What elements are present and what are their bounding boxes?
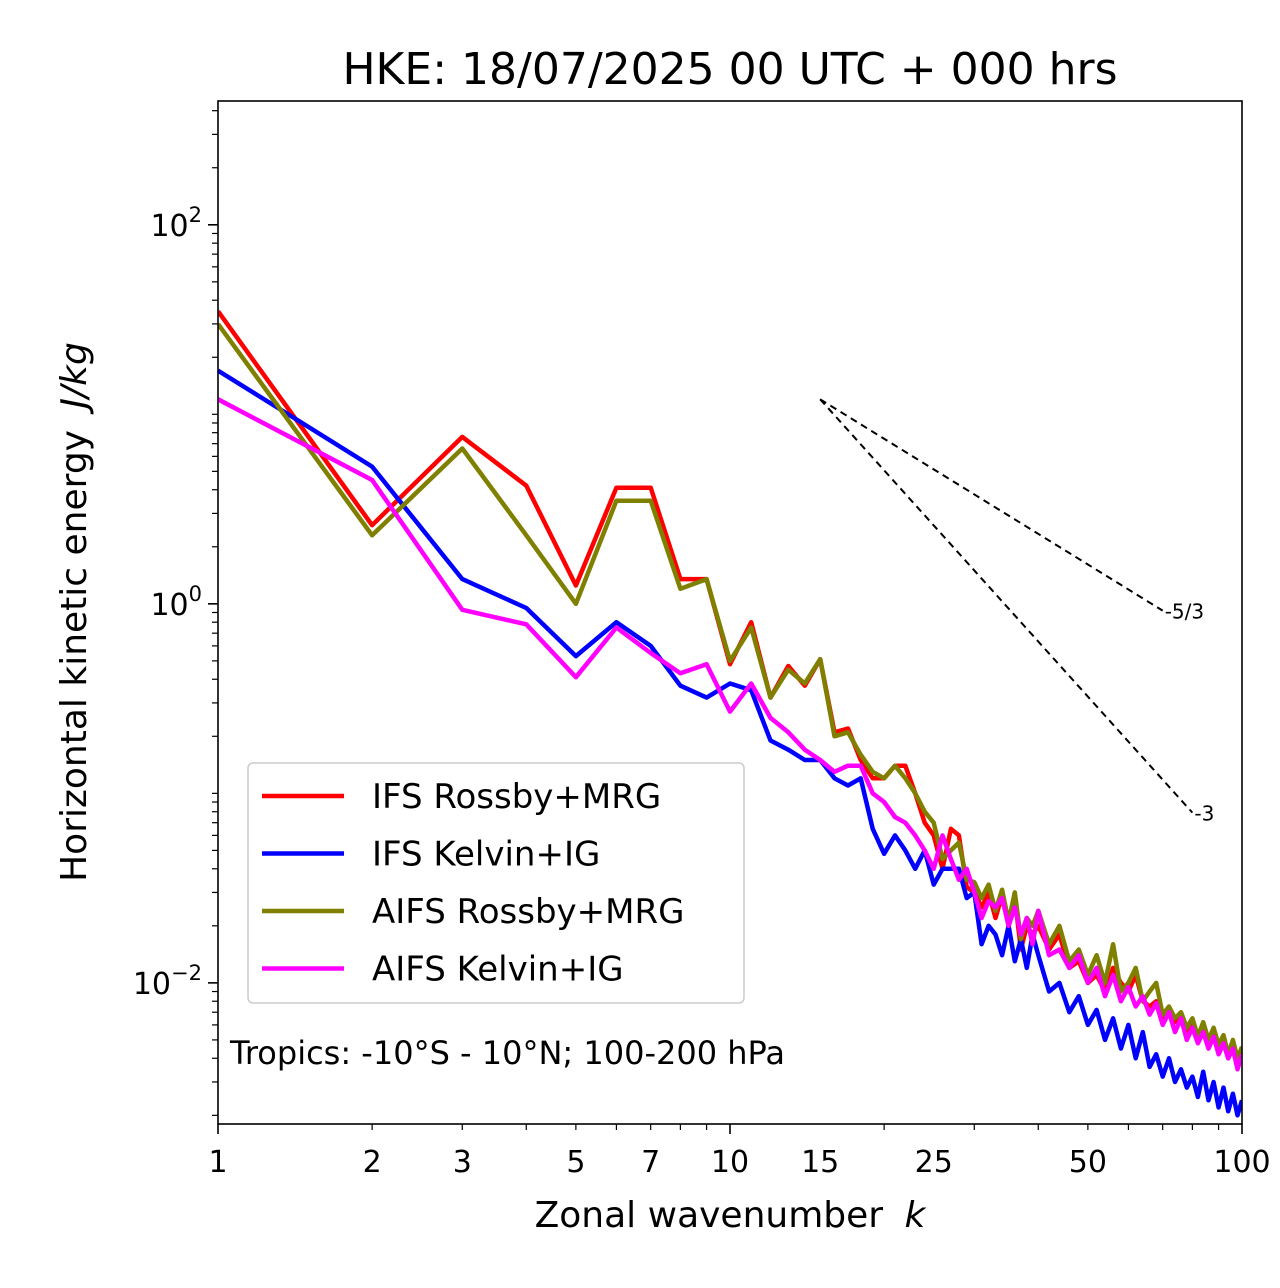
legend: IFS Rossby+MRG IFS Kelvin+IG AIFS Rossby+M… bbox=[247, 762, 745, 1004]
y-axis-units: J/kg bbox=[54, 342, 95, 414]
x-tick-label: 5 bbox=[566, 1145, 585, 1180]
x-tick-label: 10 bbox=[711, 1145, 749, 1180]
y-axis-ticks: 10−2 100 102 bbox=[133, 110, 218, 1116]
y-tick-label: 102 bbox=[150, 203, 202, 244]
x-axis-label: Zonal wavenumber bbox=[535, 1195, 884, 1236]
x-axis-title: Zonal wavenumber k bbox=[535, 1195, 928, 1236]
legend-label-2: AIFS Rossby+MRG bbox=[372, 892, 684, 932]
x-axis-variable: k bbox=[905, 1195, 928, 1236]
x-tick-label: 2 bbox=[363, 1145, 382, 1180]
reference-slope-line-1 bbox=[819, 398, 1194, 814]
x-tick-label: 100 bbox=[1213, 1145, 1270, 1180]
chart-title: HKE: 18/07/2025 00 UTC + 000 hrs bbox=[342, 44, 1117, 95]
y-tick-label: 100 bbox=[150, 582, 202, 623]
x-tick-label: 3 bbox=[453, 1145, 472, 1180]
y-axis-label: Horizontal kinetic energy bbox=[54, 430, 95, 882]
y-axis-title: Horizontal kinetic energy J/kg bbox=[54, 342, 95, 882]
series-layer bbox=[218, 309, 1242, 1118]
svg-text:Horizontal kinetic energy: Horizontal kinetic energy J/kg bbox=[54, 342, 95, 882]
legend-label-3: AIFS Kelvin+IG bbox=[372, 950, 624, 990]
x-tick-label: 15 bbox=[801, 1145, 839, 1180]
x-axis-ticks: 1 2 3 5 7 10 15 25 50 100 bbox=[208, 1124, 1271, 1180]
region-annotation: Tropics: -10°S - 10°N; 100-200 hPa bbox=[229, 1034, 785, 1072]
legend-label-0: IFS Rossby+MRG bbox=[372, 777, 661, 817]
legend-box bbox=[247, 762, 745, 1004]
x-tick-label: 7 bbox=[641, 1145, 660, 1180]
legend-label-1: IFS Kelvin+IG bbox=[372, 835, 600, 875]
reference-slope-label-0: -5/3 bbox=[1165, 600, 1204, 624]
x-tick-label: 1 bbox=[208, 1145, 227, 1180]
x-tick-label: 50 bbox=[1069, 1145, 1107, 1180]
reference-slope-label-1: -3 bbox=[1194, 802, 1214, 826]
series-line-2 bbox=[218, 322, 1242, 1061]
series-line-1 bbox=[218, 368, 1242, 1118]
y-tick-label: 10−2 bbox=[133, 961, 202, 1002]
legend-items: IFS Rossby+MRG IFS Kelvin+IG AIFS Rossby+M… bbox=[262, 777, 684, 990]
svg-text:Zonal wavenumber k: Zonal wavenumber k bbox=[535, 1195, 928, 1236]
x-tick-label: 25 bbox=[915, 1145, 953, 1180]
series-line-3 bbox=[218, 397, 1242, 1072]
plot-area: -5/3 -3 1 2 3 5 7 10 15 25 50 100 10−2 100 102 bbox=[133, 100, 1271, 1180]
reference-slopes: -5/3 -3 bbox=[819, 398, 1214, 826]
